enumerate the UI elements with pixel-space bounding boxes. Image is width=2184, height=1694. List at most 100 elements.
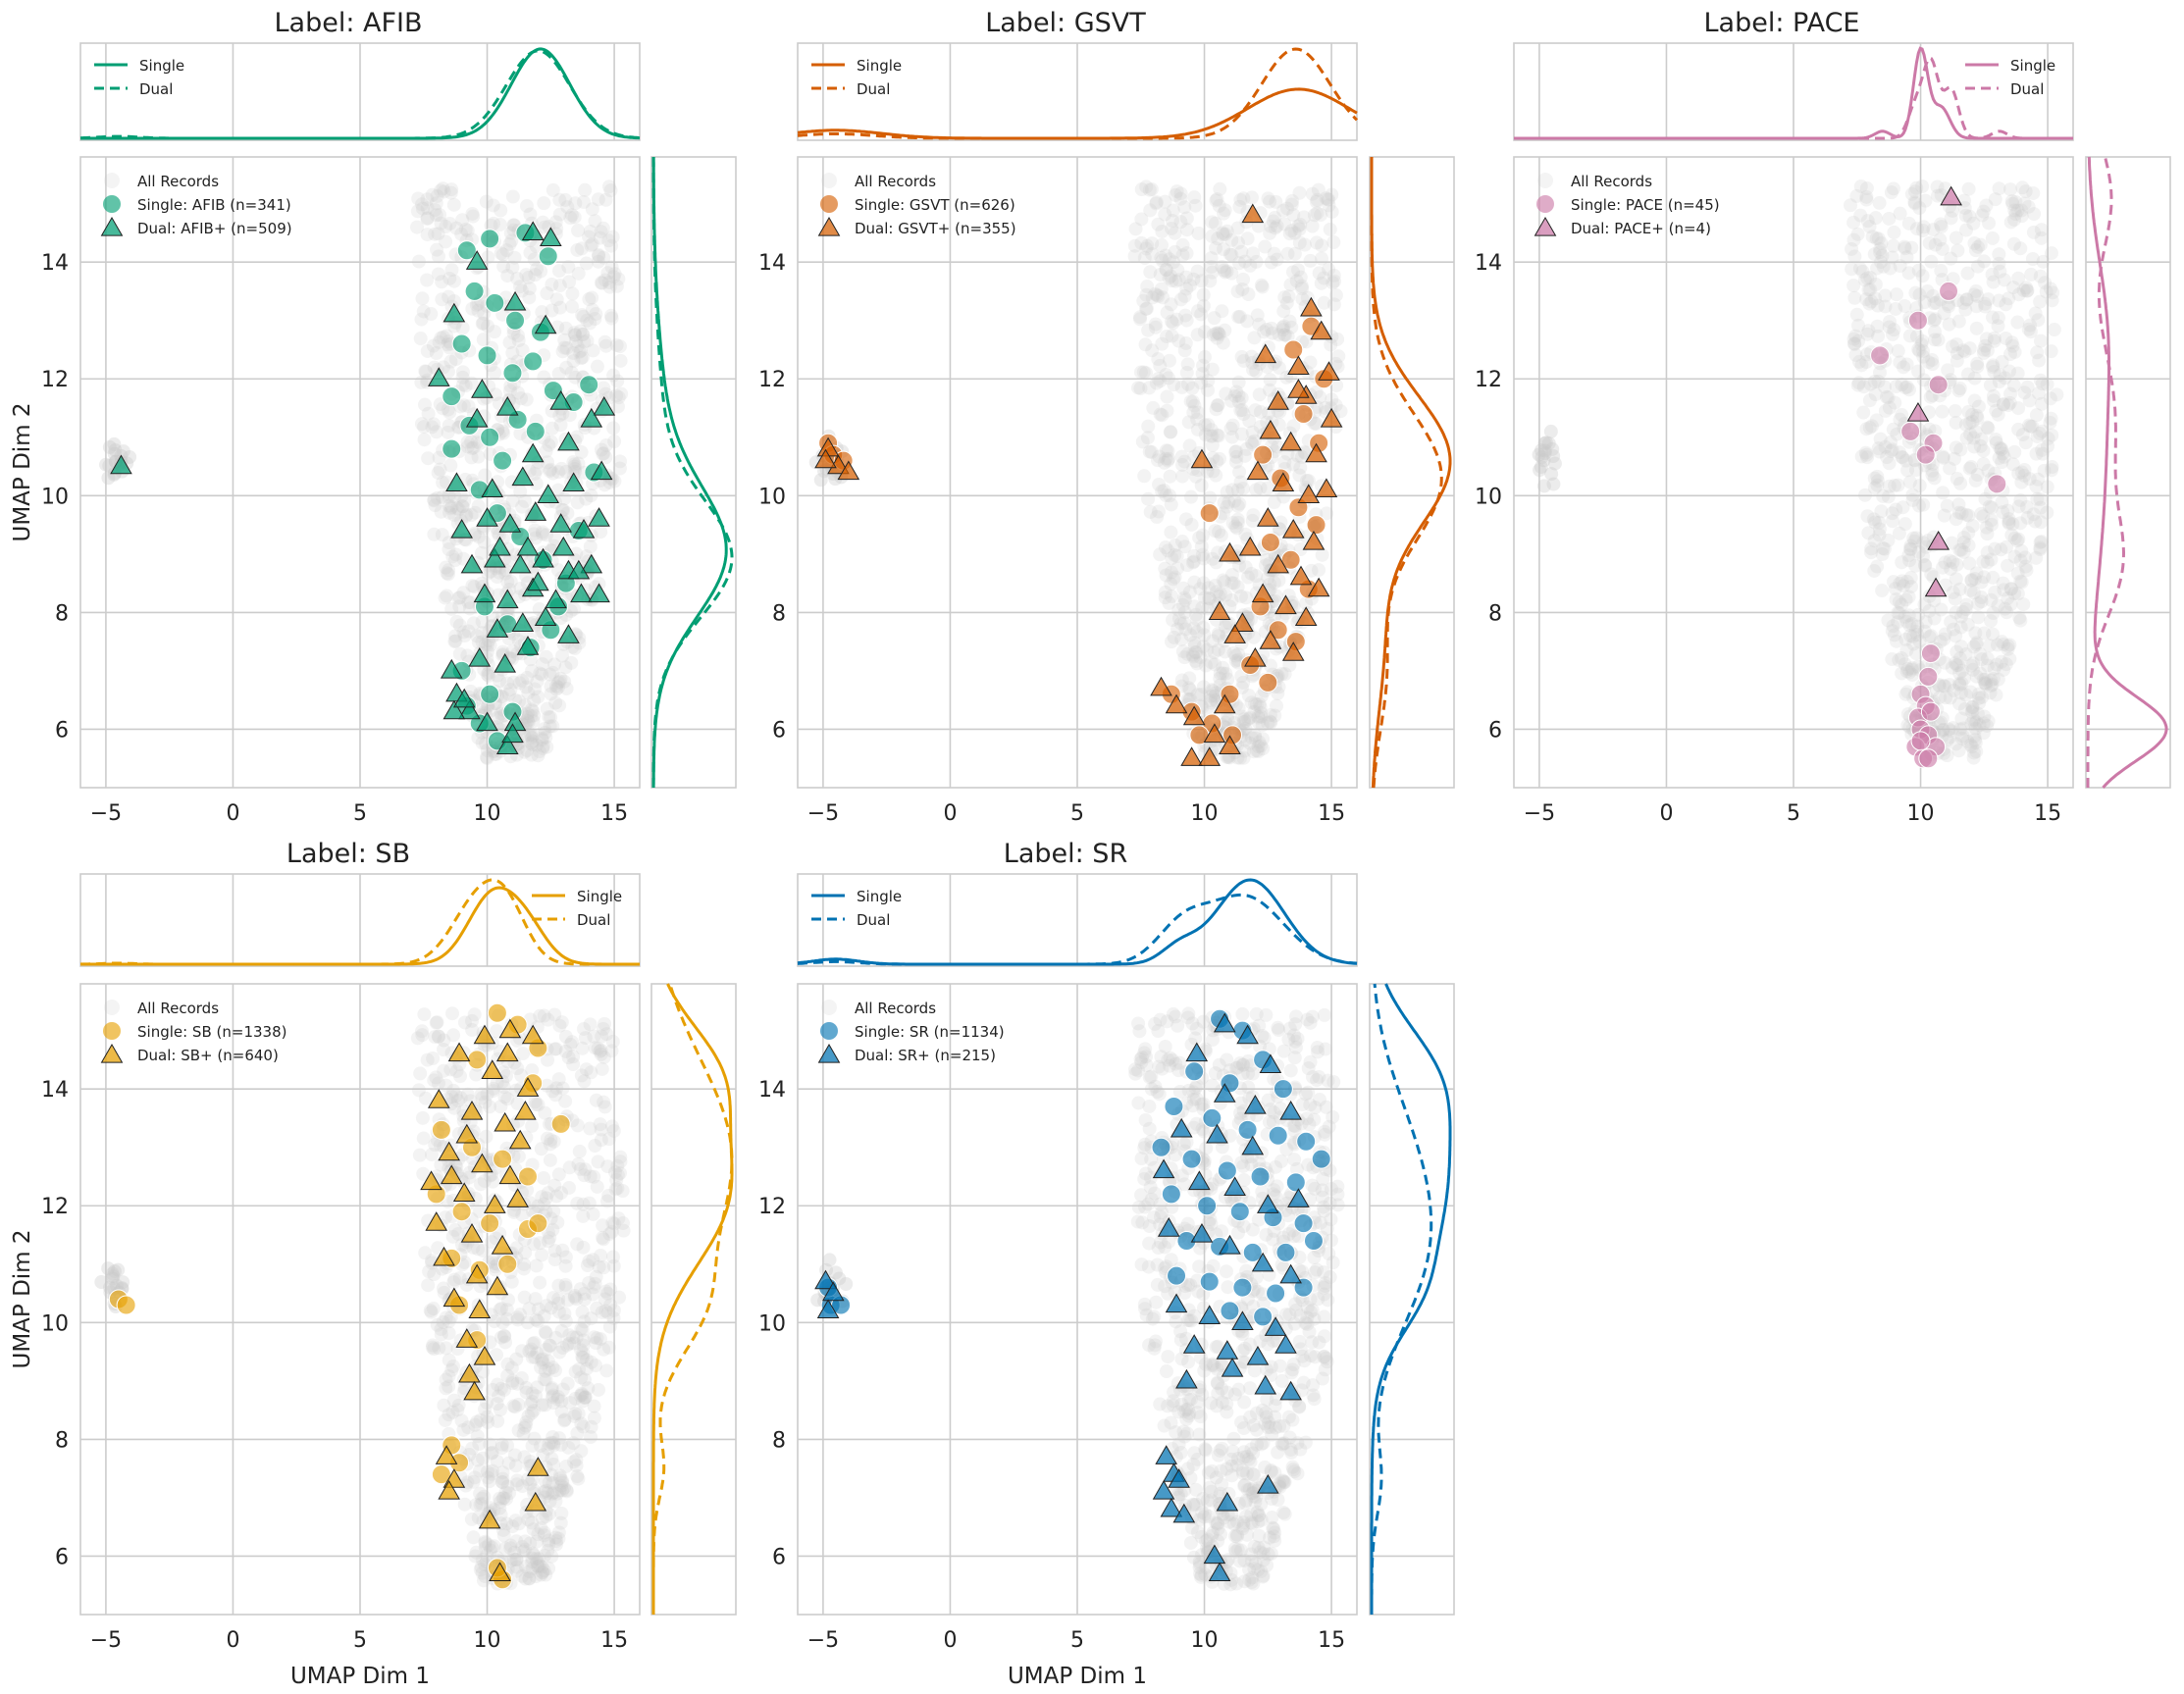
background-point (505, 1275, 519, 1289)
background-point (1924, 255, 1938, 269)
background-point (578, 183, 592, 197)
background-point (1898, 241, 1912, 255)
background-point (1242, 414, 1256, 428)
background-point (1165, 222, 1178, 235)
background-point (2002, 640, 2015, 653)
background-point (2045, 460, 2058, 474)
background-point (597, 1096, 610, 1109)
background-point (1938, 306, 1951, 320)
top-legend-dual: Dual (2010, 80, 2044, 98)
background-point (1191, 328, 1205, 341)
background-point (1871, 330, 1885, 343)
background-point (1934, 602, 1948, 616)
background-point (1872, 441, 1886, 455)
background-point (1858, 488, 1872, 502)
background-point (516, 1047, 530, 1060)
background-point (598, 273, 612, 286)
background-point (507, 676, 521, 690)
background-point (573, 345, 587, 359)
background-point (1317, 1265, 1330, 1279)
background-point (1268, 211, 1281, 225)
background-point (555, 1015, 569, 1029)
background-point (455, 499, 469, 513)
background-point (497, 1080, 511, 1094)
background-point (573, 1145, 587, 1158)
background-point (2042, 432, 2055, 445)
background-point (1170, 184, 1184, 198)
legend-background-marker (1537, 173, 1553, 188)
background-point (1255, 1029, 1269, 1043)
background-point (1172, 612, 1186, 626)
background-point (526, 735, 540, 748)
background-point (2045, 412, 2058, 426)
background-point (1197, 1097, 1211, 1110)
x-tick-label: 15 (1318, 801, 1345, 826)
top-legend-dual: Dual (139, 80, 173, 98)
background-point (1298, 238, 1312, 252)
background-point (1981, 651, 1995, 665)
background-point (558, 1412, 572, 1426)
background-point (1986, 268, 2000, 282)
top-legend-single: Single (139, 57, 184, 75)
background-point (571, 1157, 585, 1171)
background-point (1199, 1443, 1213, 1457)
background-point (498, 1486, 512, 1500)
background-point (1181, 357, 1195, 371)
background-point (1864, 378, 1878, 391)
background-point (1152, 478, 1166, 491)
background-point (1910, 628, 1924, 642)
background-point (1999, 602, 2012, 616)
background-point (576, 1306, 590, 1319)
background-point (539, 1398, 552, 1412)
background-point (1137, 469, 1151, 483)
background-point (1916, 269, 1930, 282)
background-point (1887, 226, 1900, 239)
background-point (544, 1137, 557, 1151)
background-point (428, 203, 442, 217)
background-point (1306, 220, 1320, 233)
background-point (1199, 659, 1213, 673)
background-point (552, 1306, 566, 1319)
background-point (1977, 726, 1991, 740)
background-point (1886, 442, 1899, 456)
background-point (1252, 1509, 1266, 1522)
background-point (1238, 1342, 1252, 1356)
single-point (1284, 340, 1303, 359)
background-point (609, 1173, 623, 1187)
background-point (1936, 450, 1950, 464)
background-point (587, 1170, 600, 1184)
background-point (1971, 610, 1985, 624)
background-point (2038, 276, 2052, 289)
background-point (505, 1361, 519, 1375)
background-point (1326, 1110, 1339, 1124)
background-point (1967, 640, 1981, 653)
x-tick-label: 0 (226, 1628, 239, 1653)
background-point (1164, 1415, 1177, 1429)
background-point (1235, 282, 1249, 296)
background-point (1175, 1352, 1189, 1365)
background-point (488, 325, 501, 338)
background-point (2002, 652, 2016, 666)
background-point (1205, 215, 1219, 229)
background-point (552, 1431, 566, 1445)
single-point (539, 247, 557, 266)
background-point (1967, 586, 1981, 599)
y-tick-label: 8 (1488, 601, 1502, 626)
background-point (2002, 291, 2015, 305)
background-point (606, 369, 620, 383)
background-point (581, 1258, 595, 1272)
background-point (1256, 281, 1270, 294)
y-tick-label: 6 (1488, 718, 1502, 743)
background-point (1206, 684, 1220, 697)
background-point (567, 1455, 581, 1468)
background-point (1863, 282, 1877, 296)
background-point (1318, 1008, 1331, 1022)
background-point (1180, 558, 1194, 572)
background-point (1195, 539, 1209, 553)
background-point (417, 1131, 431, 1145)
panel-title: Label: GSVT (985, 8, 1146, 38)
background-point (1186, 1458, 1200, 1471)
background-point (1210, 192, 1223, 206)
background-point (610, 280, 624, 293)
background-point (1173, 1085, 1187, 1099)
